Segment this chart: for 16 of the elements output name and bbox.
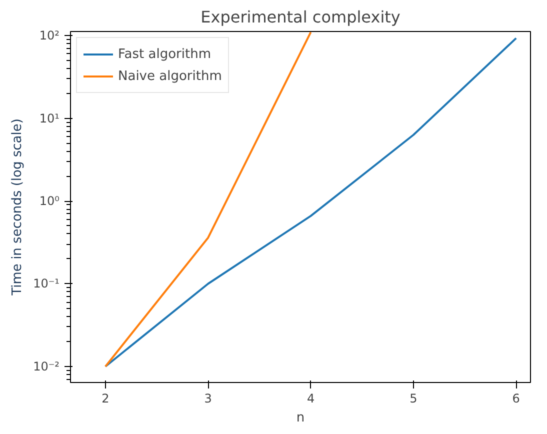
x-axis-title: n: [296, 410, 305, 426]
x-tick-label: 6: [512, 392, 520, 406]
x-tick-label: 5: [410, 392, 418, 406]
y-tick-label: 10⁻²: [33, 359, 60, 374]
x-tick-label: 2: [102, 392, 110, 406]
y-tick-label: 10¹: [39, 111, 60, 126]
y-tick-label: 10²: [39, 28, 60, 43]
x-tick-label: 4: [306, 392, 315, 406]
y-tick-label: 10⁻¹: [33, 276, 60, 291]
line-series: [104, 37, 518, 368]
y-tick-label: 10⁰: [39, 194, 60, 208]
chart-title: Experimental complexity: [200, 8, 400, 26]
legend-label: Naive algorithm: [118, 68, 222, 84]
x-tick-label: 3: [204, 392, 212, 406]
y-axis-title: Time in seconds (log scale): [10, 118, 26, 296]
legend-label: Fast algorithm: [118, 46, 211, 62]
